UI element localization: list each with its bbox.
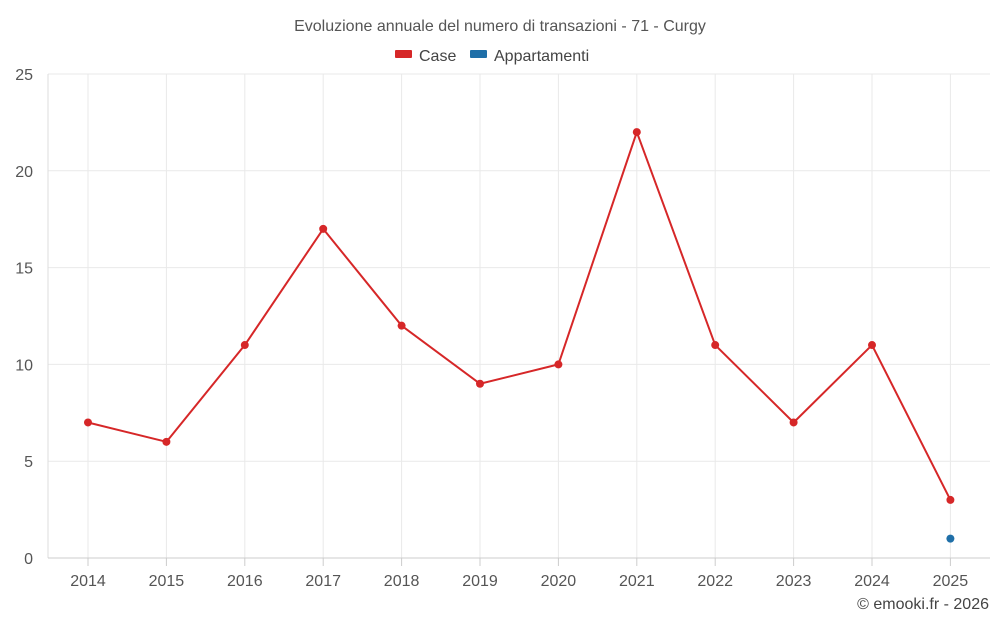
- x-tick-label: 2021: [619, 573, 655, 590]
- x-tick-label: 2025: [933, 573, 969, 590]
- series-layer: [84, 128, 955, 543]
- credit-text: © emooki.fr - 2026: [857, 596, 989, 613]
- legend: Case Appartamenti: [395, 48, 589, 65]
- data-point-case-2024[interactable]: [868, 341, 876, 350]
- data-point-case-2016[interactable]: [240, 341, 249, 350]
- x-tick-label: 2018: [384, 573, 420, 590]
- x-tick-label: 2019: [462, 573, 498, 590]
- y-tick-label: 15: [15, 261, 33, 278]
- data-point-case-2019[interactable]: [476, 379, 484, 388]
- x-tick-label: 2014: [70, 573, 106, 590]
- x-tick-label: 2023: [776, 573, 812, 590]
- legend-label-case: Case: [419, 48, 456, 65]
- x-tick-label: 2020: [541, 573, 577, 590]
- data-point-case-2018[interactable]: [397, 321, 406, 330]
- y-tick-label: 5: [24, 454, 33, 471]
- y-tick-label: 20: [15, 164, 33, 181]
- x-axis: 2014 2015 2016 2017 2018 2019 2020 2021 2022 2023…: [48, 557, 990, 590]
- x-tick-label: 2016: [227, 573, 263, 590]
- y-tick-label: 25: [15, 67, 33, 84]
- data-point-case-2015[interactable]: [162, 437, 171, 446]
- legend-item-case[interactable]: Case: [395, 48, 456, 65]
- legend-item-appartamenti[interactable]: Appartamenti: [470, 48, 589, 65]
- chart-title: Evoluzione annuale del numero di transaz…: [294, 18, 706, 35]
- data-point-case-2014[interactable]: [84, 418, 92, 427]
- y-tick-label: 0: [24, 551, 33, 568]
- x-tick-label: 2017: [305, 573, 341, 590]
- data-point-appartamenti-2025[interactable]: [946, 534, 955, 543]
- x-tick-label: 2024: [854, 573, 890, 590]
- data-point-case-2025[interactable]: [946, 495, 955, 504]
- data-point-case-2023[interactable]: [789, 418, 798, 427]
- y-tick-label: 10: [15, 357, 33, 374]
- x-tick-label: 2015: [149, 573, 185, 590]
- x-tick-label: 2022: [697, 573, 733, 590]
- legend-label-appartamenti: Appartamenti: [494, 48, 589, 65]
- data-point-case-2017[interactable]: [319, 224, 328, 233]
- data-point-case-2022[interactable]: [711, 341, 720, 350]
- legend-swatch-case: [395, 50, 412, 58]
- legend-swatch-appartamenti: [470, 50, 487, 58]
- data-point-case-2021[interactable]: [632, 128, 641, 137]
- series-line-case: [87, 131, 952, 501]
- y-axis: 0 5 10 15 20 25: [15, 67, 49, 568]
- grid: [48, 73, 990, 558]
- data-point-case-2020[interactable]: [554, 360, 563, 369]
